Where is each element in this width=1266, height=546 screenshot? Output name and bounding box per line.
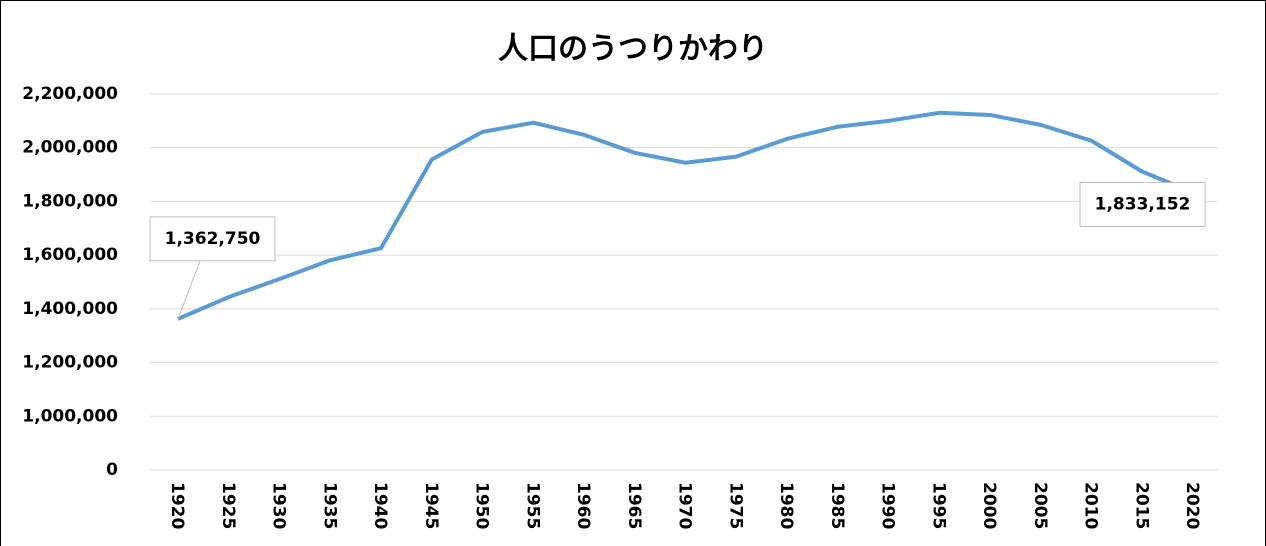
x-tick-label: 1990	[878, 482, 898, 529]
y-tick-label: 1,800,000	[22, 191, 118, 211]
y-tick-label: 1,600,000	[22, 245, 118, 265]
y-tick-label: 2,000,000	[22, 138, 118, 158]
x-tick-label: 1935	[319, 482, 339, 529]
x-tick-label: 2020	[1182, 482, 1202, 529]
x-tick-label: 1920	[167, 482, 187, 529]
x-tick-label: 1940	[370, 482, 390, 529]
x-tick-label: 2015	[1131, 482, 1151, 529]
x-tick-label: 1955	[522, 482, 542, 529]
x-tick-label: 1975	[725, 482, 745, 529]
x-tick-label: 1985	[827, 482, 847, 529]
y-tick-label: 1,200,000	[22, 353, 118, 373]
x-tick-label: 1945	[421, 482, 441, 529]
callout-box	[149, 216, 276, 262]
chart-title: 人口のうつりかわり	[498, 32, 768, 67]
x-tick-label: 2005	[1030, 482, 1050, 529]
y-tick-label: 0	[106, 460, 118, 480]
x-tick-label: 2000	[979, 482, 999, 529]
x-tick-label: 1925	[218, 482, 238, 529]
x-tick-label: 1930	[269, 482, 289, 529]
data-line	[177, 110, 1194, 321]
x-tick-label: 1980	[776, 482, 796, 529]
data-label: 1,362,750	[165, 229, 261, 249]
y-tick-label: 1,000,000	[22, 406, 118, 426]
x-tick-label: 1965	[624, 482, 644, 529]
x-tick-label: 1970	[675, 482, 695, 529]
callout-box	[1079, 182, 1206, 228]
y-tick-label: 1,400,000	[22, 299, 118, 319]
x-tick-label: 1950	[472, 482, 492, 529]
x-tick-label: 1995	[928, 482, 948, 529]
x-tick-label: 2010	[1081, 482, 1101, 529]
callout-leader	[177, 260, 201, 320]
y-tick-label: 2,200,000	[22, 84, 118, 104]
data-label: 1,833,152	[1095, 195, 1191, 215]
x-tick-label: 1960	[573, 482, 593, 529]
